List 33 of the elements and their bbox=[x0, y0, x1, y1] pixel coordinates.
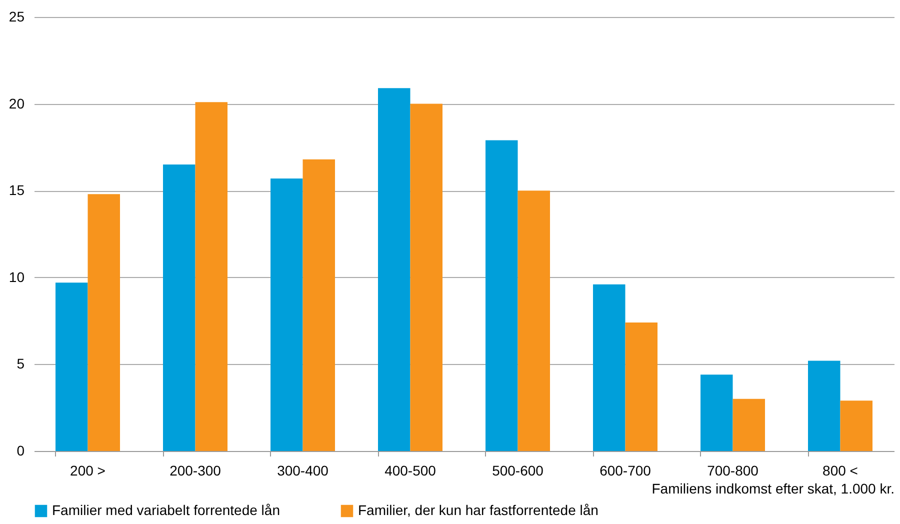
bar bbox=[808, 360, 840, 451]
bar bbox=[270, 178, 303, 451]
legend-label: Familier med variabelt forrentede lån bbox=[52, 502, 280, 518]
bar bbox=[378, 88, 410, 451]
x-tick-label: 500-600 bbox=[492, 462, 544, 478]
x-axis-title: Familiens indkomst efter skat, 1.000 kr. bbox=[652, 480, 894, 496]
x-tick-label: 200 > bbox=[70, 462, 106, 478]
y-tick-label: 0 bbox=[16, 442, 25, 458]
bar bbox=[700, 374, 733, 451]
y-tick-label: 15 bbox=[8, 182, 25, 198]
bar bbox=[163, 164, 196, 451]
x-tick-label: 800 < bbox=[822, 462, 858, 478]
y-tick-label: 25 bbox=[8, 8, 25, 24]
bar bbox=[56, 282, 88, 451]
y-tick-label: 5 bbox=[16, 356, 25, 372]
bar bbox=[840, 400, 872, 451]
x-tick-label: 600-700 bbox=[600, 462, 652, 478]
bar bbox=[593, 284, 626, 451]
bar bbox=[625, 322, 658, 451]
x-tick-label: 200-300 bbox=[170, 462, 222, 478]
bar bbox=[88, 194, 120, 451]
x-tick-label: 700-800 bbox=[707, 462, 759, 478]
bar bbox=[195, 102, 228, 451]
x-tick-label: 300-400 bbox=[277, 462, 329, 478]
bar bbox=[302, 159, 335, 451]
bar bbox=[732, 398, 765, 451]
x-tick-label: 400-500 bbox=[384, 462, 436, 478]
legend-label: Familier, der kun har fastforrentede lån bbox=[358, 502, 598, 518]
bar bbox=[410, 104, 442, 451]
bar bbox=[486, 140, 518, 451]
bar bbox=[518, 190, 550, 451]
y-tick-label: 10 bbox=[8, 268, 25, 285]
y-tick-label: 20 bbox=[8, 95, 25, 112]
